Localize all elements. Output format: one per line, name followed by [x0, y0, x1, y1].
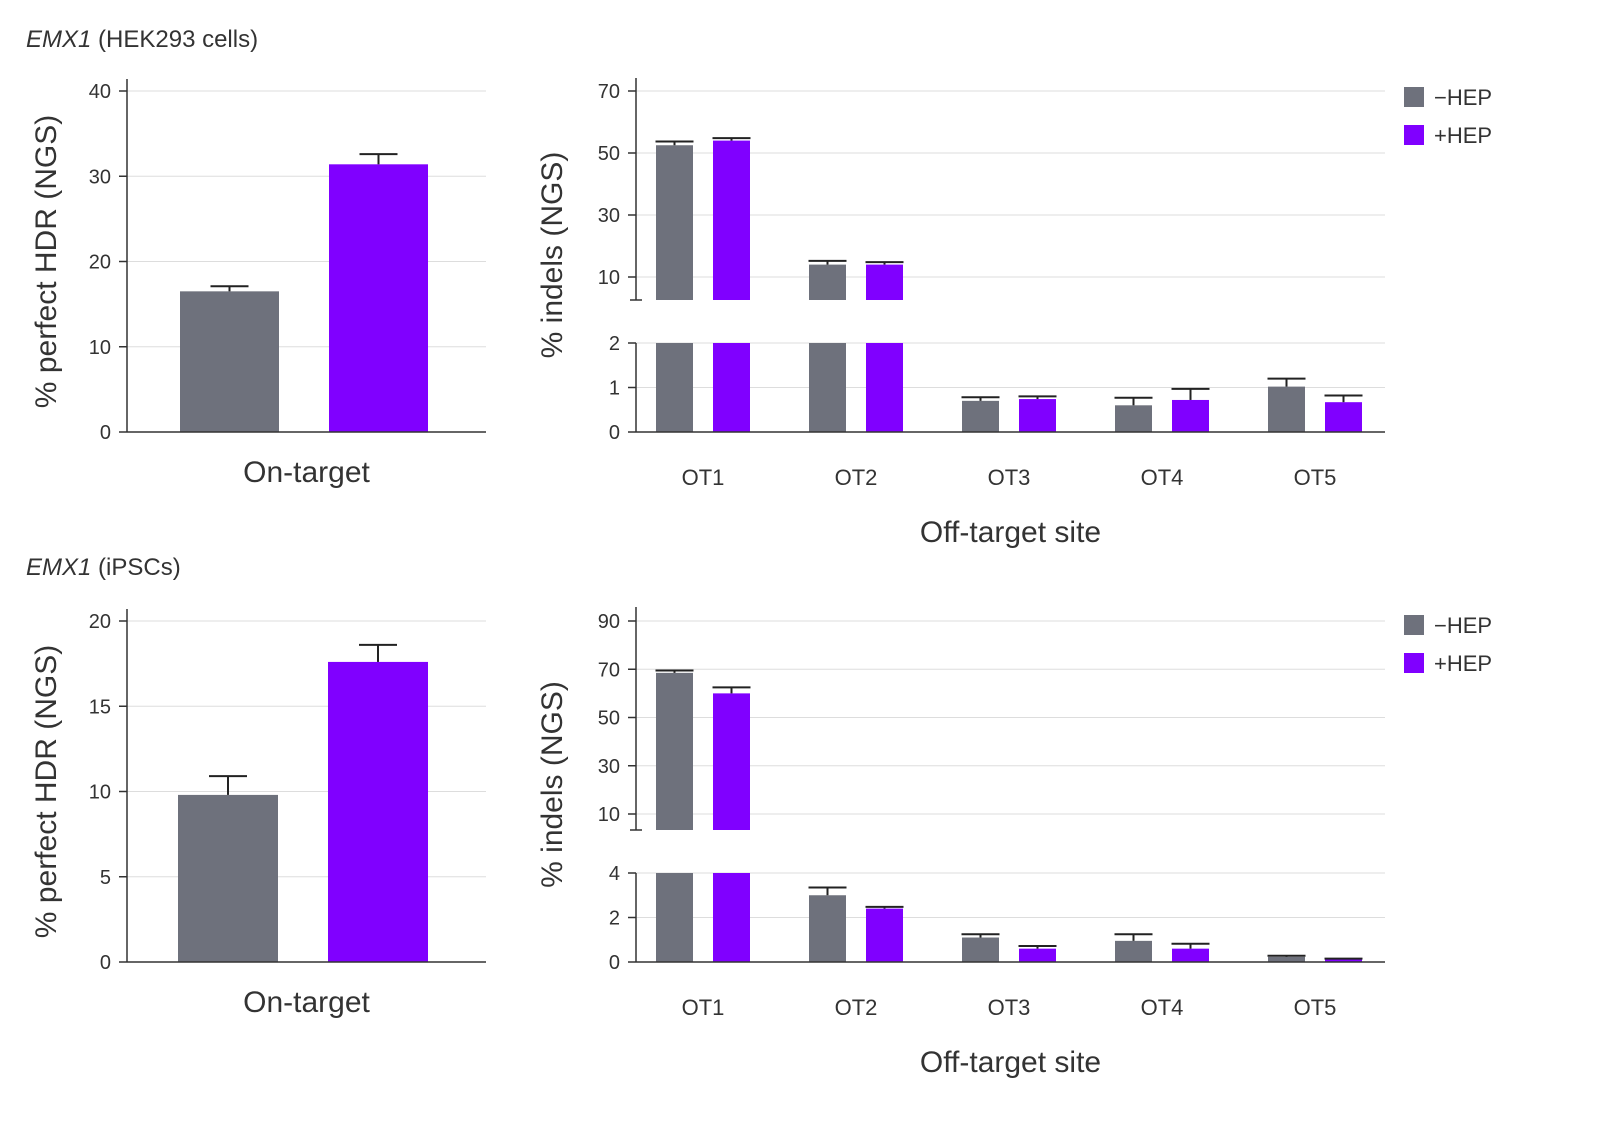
x-axis-title: Off-target site [920, 516, 1101, 549]
legend-label-minus-hep: −HEP [1434, 613, 1492, 638]
y-tick-label: 4 [609, 863, 620, 885]
bar-ot5-minus-hep [1268, 386, 1305, 432]
y-tick-label: 50 [598, 708, 620, 730]
bar-ot3-plus-hep [1019, 948, 1056, 962]
y-axis-title: % perfect HDR (NGS) [30, 645, 63, 938]
bar-ot2-minus-hep-upper [809, 264, 846, 300]
y-tick-label: 30 [598, 205, 620, 227]
bar-ot4-plus-hep [1172, 948, 1209, 962]
legend-label-plus-hep: +HEP [1434, 123, 1492, 148]
bar-ot1-plus-hep-lower [713, 343, 750, 432]
y-axis-title: % indels (NGS) [536, 152, 569, 359]
bar-ot4-plus-hep [1172, 399, 1209, 432]
x-tick-label: OT5 [1294, 995, 1337, 1020]
bar-ot1-plus-hep-upper [713, 693, 750, 830]
bar-ot3-minus-hep [962, 400, 999, 432]
gene-name: EMX1 [26, 554, 92, 581]
bar-ot1-minus-hep-lower [656, 343, 693, 432]
legend-swatch-minus-hep [1404, 615, 1424, 635]
legend-label-minus-hep: −HEP [1434, 85, 1492, 110]
y-tick-label: 70 [598, 81, 620, 103]
x-axis-title: On-target [243, 986, 370, 1019]
bar-ot5-plus-hep [1325, 959, 1362, 962]
cell-type: (HEK293 cells) [91, 26, 259, 53]
y-tick-label: 40 [89, 81, 111, 103]
bar-ot1-minus-hep-upper [656, 672, 693, 830]
y-tick-label: 5 [100, 867, 111, 889]
x-tick-label: OT4 [1141, 465, 1184, 490]
legend-swatch-plus-hep [1404, 125, 1424, 145]
y-tick-label: 50 [598, 143, 620, 165]
x-tick-label: OT1 [682, 465, 725, 490]
bar-plus-hep [328, 661, 428, 962]
y-tick-label: 10 [598, 804, 620, 826]
y-tick-label: 70 [598, 659, 620, 681]
y-tick-label: 0 [100, 952, 111, 974]
bar-ot3-plus-hep [1019, 399, 1056, 432]
x-tick-label: OT1 [682, 995, 725, 1020]
bar-plus-hep [329, 164, 428, 432]
y-tick-label: 20 [89, 611, 111, 633]
x-tick-label: OT2 [835, 995, 878, 1020]
bar-ot2-plus-hep-upper [866, 264, 903, 300]
x-tick-label: OT4 [1141, 995, 1184, 1020]
y-axis-title: % indels (NGS) [536, 681, 569, 888]
bar-ot2-plus-hep-lower [866, 343, 903, 432]
y-tick-label: 30 [598, 756, 620, 778]
bar-ot2-minus-hep [809, 895, 846, 962]
bar-ot4-minus-hep [1115, 405, 1152, 432]
legend-swatch-minus-hep [1404, 87, 1424, 107]
y-tick-label: 0 [609, 422, 620, 444]
y-tick-label: 1 [609, 378, 620, 400]
cell-type: (iPSCs) [91, 554, 181, 581]
x-axis-title: On-target [243, 456, 370, 489]
y-tick-label: 90 [598, 611, 620, 633]
gene-name: EMX1 [26, 26, 92, 53]
y-tick-label: 15 [89, 696, 111, 718]
y-tick-label: 20 [89, 252, 111, 274]
bar-ot1-plus-hep-upper [713, 140, 750, 300]
x-axis-title: Off-target site [920, 1046, 1101, 1079]
bar-ot1-minus-hep-lower [656, 873, 693, 962]
bar-minus-hep [180, 291, 279, 432]
bar-ot1-minus-hep-upper [656, 145, 693, 300]
y-tick-label: 0 [100, 422, 111, 444]
y-tick-label: 2 [609, 333, 620, 355]
y-tick-label: 10 [598, 267, 620, 289]
bar-ot5-plus-hep [1325, 402, 1362, 432]
y-tick-label: 2 [609, 908, 620, 930]
y-tick-label: 10 [89, 337, 111, 359]
legend-swatch-plus-hep [1404, 653, 1424, 673]
y-axis-title: % perfect HDR (NGS) [30, 115, 63, 408]
y-tick-label: 30 [89, 166, 111, 188]
bar-ot3-minus-hep [962, 937, 999, 962]
bar-ot2-minus-hep-lower [809, 343, 846, 432]
bar-ot4-minus-hep [1115, 940, 1152, 962]
legend-label-plus-hep: +HEP [1434, 651, 1492, 676]
panel-title-ipsc: EMX1 (iPSCs) [26, 554, 181, 582]
y-tick-label: 0 [609, 952, 620, 974]
bar-ot5-minus-hep [1268, 956, 1305, 962]
bar-ot1-plus-hep-lower [713, 873, 750, 962]
x-tick-label: OT3 [988, 995, 1031, 1020]
bar-minus-hep [178, 794, 278, 962]
x-tick-label: OT3 [988, 465, 1031, 490]
bar-ot2-plus-hep [866, 908, 903, 962]
y-tick-label: 10 [89, 782, 111, 804]
x-tick-label: OT2 [835, 465, 878, 490]
panel-title-hek293: EMX1 (HEK293 cells) [26, 26, 258, 54]
x-tick-label: OT5 [1294, 465, 1337, 490]
